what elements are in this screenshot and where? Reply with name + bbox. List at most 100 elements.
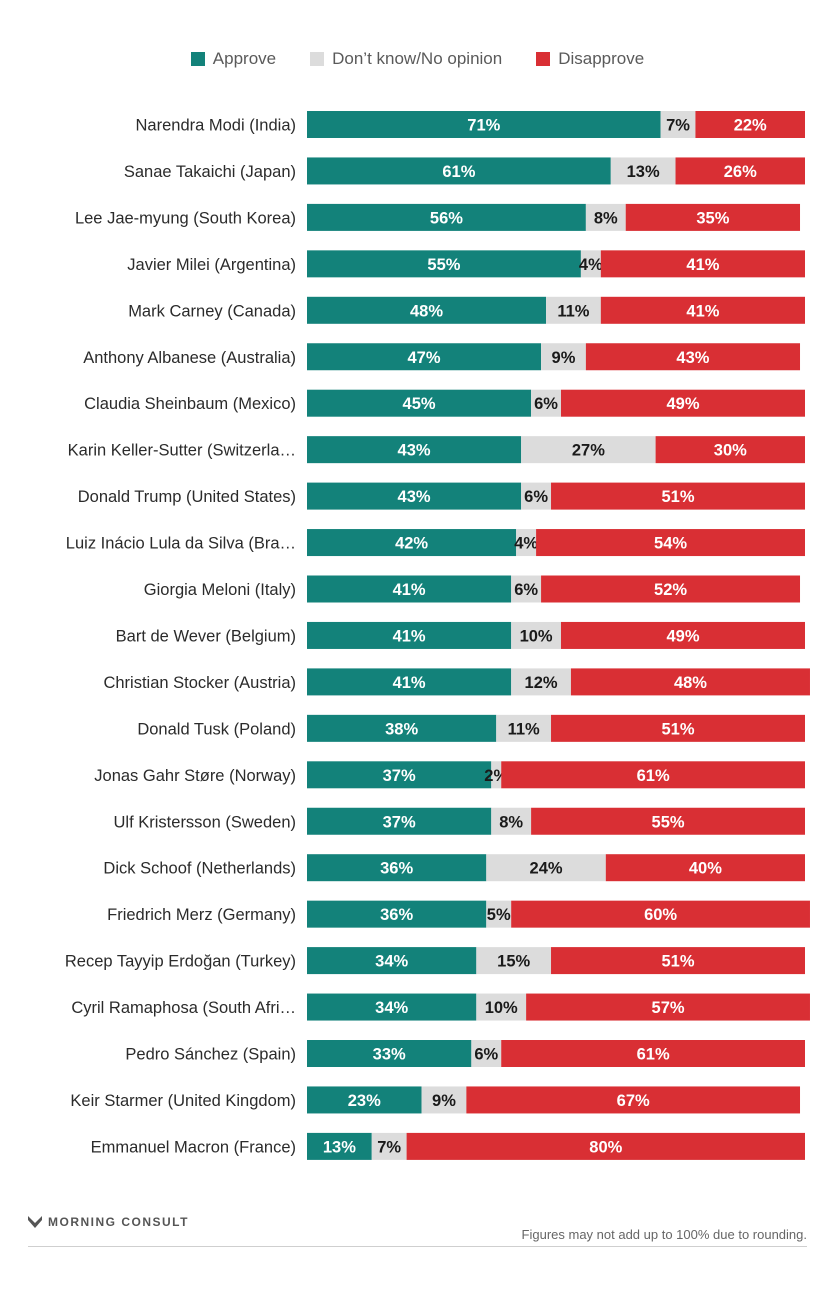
data-label-neutral: 8% [499, 813, 523, 831]
data-label-disapprove: 51% [661, 953, 694, 971]
category-label: Donald Trump (United States) [78, 488, 296, 506]
legend-item-disapprove: Disapprove [536, 49, 644, 69]
bar-segment-neutral [585, 203, 626, 231]
data-label-neutral: 5% [487, 906, 511, 924]
bar-segment-disapprove [655, 436, 805, 464]
bar-segment-neutral [521, 436, 656, 464]
bar-segment-approve [307, 854, 487, 882]
legend-swatch-approve [190, 52, 205, 66]
legend-label-neutral: Don’t know/No opinion [332, 49, 503, 68]
legend-swatch-disapprove [536, 52, 551, 66]
data-label-disapprove: 60% [644, 906, 677, 924]
stacked-bar-chart: Narendra Modi (India) 71% 7% 22% Sanae Takai… [65, 111, 810, 1160]
bar-segment-neutral [486, 854, 606, 882]
bar-segment-neutral [511, 668, 571, 696]
bar-segment-approve [307, 529, 517, 557]
data-label-approve: 71% [467, 117, 500, 135]
category-label: Mark Carney (Canada) [128, 302, 296, 320]
bar-segment-approve [307, 621, 512, 649]
bar-segment-neutral [531, 389, 561, 417]
data-label-approve: 48% [410, 302, 443, 320]
data-label-neutral: 7% [377, 1138, 401, 1156]
data-label-neutral: 4% [579, 256, 603, 274]
category-label: Christian Stocker (Austria) [103, 674, 296, 692]
data-label-disapprove: 52% [654, 581, 687, 599]
bar-segment-neutral [476, 993, 527, 1021]
category-label: Cyril Ramaphosa (South Afri… [71, 999, 296, 1017]
data-label-approve: 36% [380, 906, 413, 924]
bar-segment-approve [307, 389, 532, 417]
bar-segment-approve [307, 482, 522, 510]
data-label-approve: 45% [403, 395, 436, 413]
data-label-disapprove: 51% [661, 720, 694, 738]
data-label-neutral: 8% [594, 209, 618, 227]
legend-item-approve: Approve [190, 49, 276, 69]
data-label-approve: 23% [348, 1092, 381, 1110]
data-label-approve: 47% [408, 349, 441, 367]
data-label-approve: 13% [323, 1138, 356, 1156]
bar-segment-disapprove [695, 111, 805, 138]
bar-segment-neutral [610, 157, 676, 185]
bar-segment-disapprove [560, 389, 805, 417]
data-label-neutral: 9% [552, 349, 576, 367]
data-label-approve: 33% [373, 1046, 406, 1064]
data-label-neutral: 6% [514, 581, 538, 599]
bar-segment-neutral [486, 900, 512, 928]
legend-item-neutral: Don’t know/No opinion [310, 49, 502, 69]
bar-segment-approve [307, 1040, 472, 1067]
data-label-approve: 43% [398, 488, 431, 506]
bar-segment-approve [307, 947, 477, 975]
data-label-approve: 34% [375, 999, 408, 1017]
bar-segment-approve [307, 714, 497, 742]
data-label-disapprove: 40% [689, 860, 722, 878]
bar-segment-disapprove [501, 1040, 805, 1067]
data-label-approve: 55% [427, 256, 460, 274]
data-label-disapprove: 57% [652, 999, 685, 1017]
bar-segment-disapprove [541, 575, 801, 603]
data-label-approve: 37% [383, 767, 416, 785]
data-label-neutral: 9% [432, 1092, 456, 1110]
morning-consult-logo-icon [28, 1216, 42, 1228]
category-label: Narendra Modi (India) [136, 117, 297, 135]
data-label-disapprove: 61% [637, 767, 670, 785]
bar-segment-neutral [496, 714, 552, 742]
data-label-neutral: 27% [572, 442, 605, 460]
data-label-disapprove: 67% [617, 1092, 650, 1110]
data-label-neutral: 10% [485, 999, 518, 1017]
bar-segment-disapprove [406, 1132, 805, 1160]
legend-swatch-neutral [310, 52, 325, 66]
data-label-approve: 36% [380, 860, 413, 878]
data-label-disapprove: 41% [686, 302, 719, 320]
bar-segment-neutral [421, 1086, 467, 1114]
data-label-neutral: 15% [497, 953, 530, 971]
bar-segment-neutral [660, 111, 696, 138]
category-label: Dick Schoof (Netherlands) [103, 860, 296, 878]
category-label: Anthony Albanese (Australia) [83, 349, 296, 367]
data-label-neutral: 6% [474, 1046, 498, 1064]
bar-segment-neutral [541, 343, 586, 371]
category-label: Ulf Kristersson (Sweden) [114, 813, 296, 831]
bar-segment-disapprove [551, 947, 805, 975]
data-label-disapprove: 55% [652, 813, 685, 831]
category-label: Friedrich Merz (Germany) [107, 906, 296, 924]
category-label: Karin Keller-Sutter (Switzerla… [68, 442, 296, 460]
category-label: Giorgia Meloni (Italy) [144, 581, 296, 599]
data-label-disapprove: 51% [661, 488, 694, 506]
bar-segment-approve [307, 296, 547, 324]
data-label-approve: 61% [442, 163, 475, 181]
category-label: Luiz Inácio Lula da Silva (Bra… [66, 535, 296, 553]
data-label-disapprove: 49% [666, 627, 699, 645]
data-label-disapprove: 48% [674, 674, 707, 692]
bar-segment-approve [307, 1132, 372, 1160]
bar-segment-neutral [546, 296, 601, 324]
category-label: Bart de Wever (Belgium) [116, 627, 296, 645]
bar-segment-approve [307, 668, 512, 696]
data-label-neutral: 24% [530, 860, 563, 878]
data-label-disapprove: 41% [686, 256, 719, 274]
data-label-disapprove: 80% [589, 1138, 622, 1156]
category-label: Donald Tusk (Poland) [137, 720, 296, 738]
bar-segment-disapprove [585, 343, 801, 371]
bar-segment-disapprove [600, 250, 805, 278]
bar-segment-disapprove [570, 668, 810, 696]
bar-segment-approve [307, 157, 611, 185]
